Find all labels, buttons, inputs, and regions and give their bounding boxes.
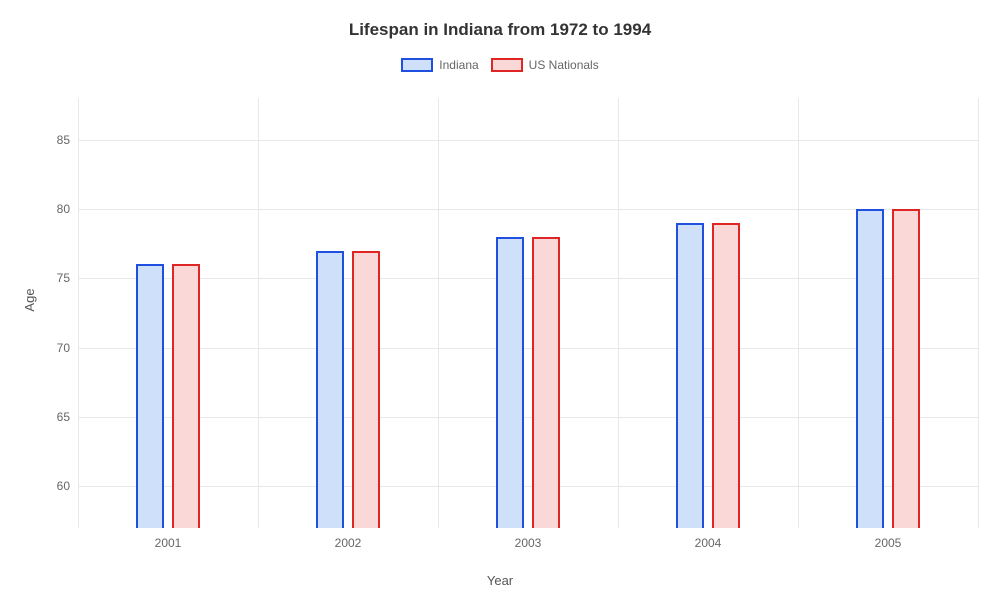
gridline-v xyxy=(978,98,979,528)
x-tick-label: 2004 xyxy=(695,528,722,550)
x-tick-label: 2005 xyxy=(875,528,902,550)
bar-indiana xyxy=(136,264,164,528)
y-tick-label: 70 xyxy=(57,341,78,355)
legend-label-usnationals: US Nationals xyxy=(529,58,599,72)
bar-us-nationals xyxy=(172,264,200,528)
gridline-h xyxy=(78,140,978,141)
chart-title: Lifespan in Indiana from 1972 to 1994 xyxy=(0,0,1000,40)
gridline-v xyxy=(798,98,799,528)
x-axis-label: Year xyxy=(487,573,513,588)
y-tick-label: 65 xyxy=(57,410,78,424)
bar-us-nationals xyxy=(892,209,920,528)
y-axis-label: Age xyxy=(22,288,37,311)
gridline-h xyxy=(78,209,978,210)
gridline-h xyxy=(78,278,978,279)
gridline-v xyxy=(78,98,79,528)
bar-us-nationals xyxy=(532,237,560,528)
bar-indiana xyxy=(316,251,344,528)
y-tick-label: 80 xyxy=(57,202,78,216)
gridline-h xyxy=(78,486,978,487)
gridline-v xyxy=(258,98,259,528)
bar-indiana xyxy=(676,223,704,528)
y-tick-label: 75 xyxy=(57,271,78,285)
legend-swatch-indiana xyxy=(401,58,433,72)
y-tick-label: 85 xyxy=(57,133,78,147)
bar-us-nationals xyxy=(712,223,740,528)
bar-indiana xyxy=(856,209,884,528)
gridline-h xyxy=(78,348,978,349)
chart-container: Lifespan in Indiana from 1972 to 1994 In… xyxy=(0,0,1000,600)
legend-label-indiana: Indiana xyxy=(439,58,478,72)
x-tick-label: 2002 xyxy=(335,528,362,550)
gridline-v xyxy=(438,98,439,528)
gridline-v xyxy=(618,98,619,528)
x-tick-label: 2001 xyxy=(155,528,182,550)
legend-swatch-usnationals xyxy=(491,58,523,72)
bar-us-nationals xyxy=(352,251,380,528)
legend: Indiana US Nationals xyxy=(0,58,1000,72)
plot-area: 60657075808520012002200320042005 xyxy=(78,98,978,528)
legend-item-usnationals: US Nationals xyxy=(491,58,599,72)
bar-indiana xyxy=(496,237,524,528)
gridline-h xyxy=(78,417,978,418)
y-tick-label: 60 xyxy=(57,479,78,493)
legend-item-indiana: Indiana xyxy=(401,58,478,72)
x-tick-label: 2003 xyxy=(515,528,542,550)
